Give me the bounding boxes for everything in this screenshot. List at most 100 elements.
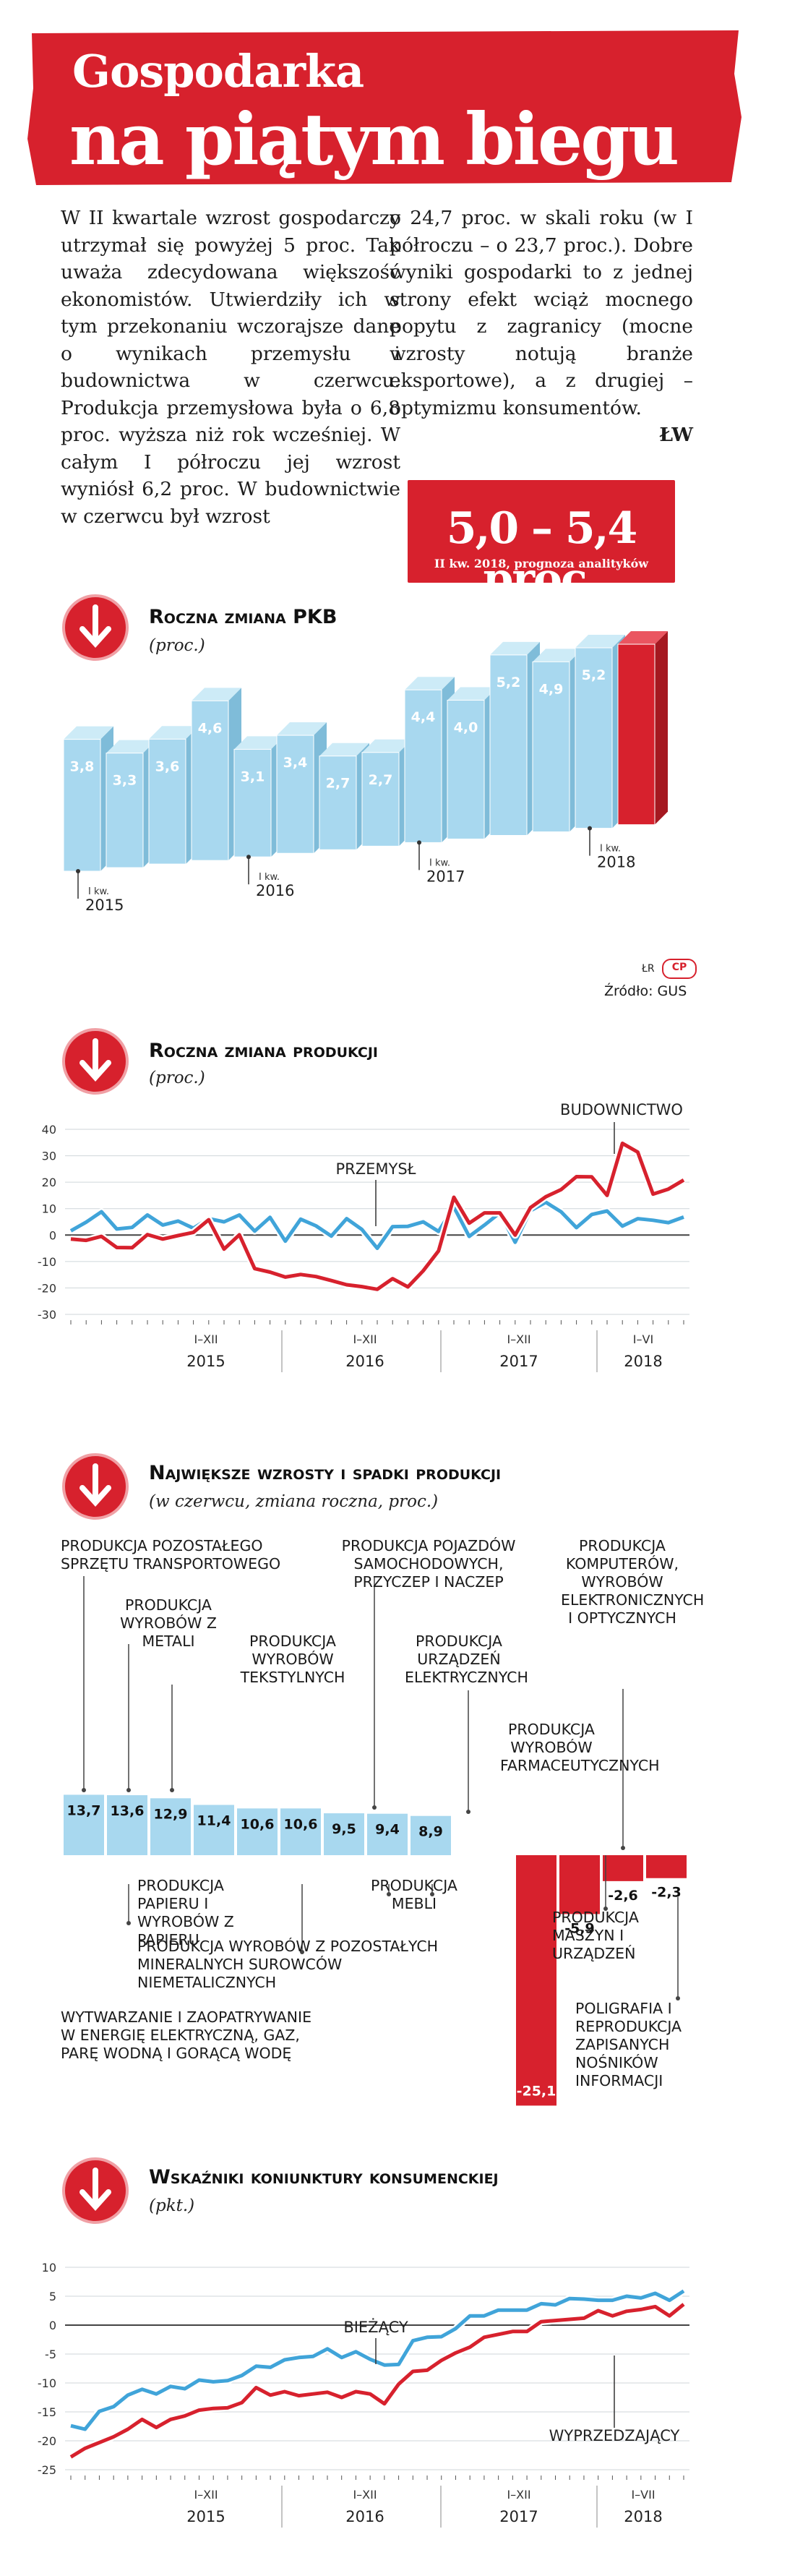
consumer-chart: 10 5 0 -5 -10 -15 -20 -25 I–XII 2015 I–XII 2016 I–XI… [38, 2261, 689, 2528]
pkb-bar [319, 756, 357, 850]
sector-label: Produkcja papieru i wyrobów z papieru [137, 1877, 234, 1948]
consumer-subtitle: (pkt.) [149, 2196, 195, 2215]
leader-dot [466, 1810, 470, 1814]
pkb-value-label: 4,6 [198, 720, 223, 736]
y-tick-label: 40 [42, 1123, 56, 1137]
leader-dot [621, 1846, 625, 1850]
pkb-bar [361, 752, 400, 847]
y-tick-label: 0 [49, 1228, 56, 1242]
leader-dot [676, 1996, 680, 2001]
y-tick-label: 20 [42, 1176, 56, 1189]
x-tick-label: I–XII [507, 1332, 530, 1346]
x-tick-label: I–XII [507, 2488, 530, 2502]
x-tick-label: I–XII [353, 1332, 377, 1346]
annotation-label: BUDOWNICTWO [560, 1101, 683, 1118]
article-column-1: W II kwartale wzrost gospodarczy utrzyma… [61, 207, 400, 528]
pkb-bar [532, 661, 570, 833]
sector-value-label: -2,3 [651, 1885, 682, 1901]
article-column-2: o 24,7 proc. w skali roku (w I półroczu … [390, 205, 693, 449]
pkb-bar [404, 689, 442, 843]
page-title-line2: na piątym biegu [69, 98, 679, 181]
bar-top [64, 726, 113, 740]
sector-value-label: 10,6 [284, 1816, 318, 1832]
x-year-label: 2015 [186, 1353, 225, 1370]
annotation-label: BIEŻĄCY [343, 2318, 408, 2336]
arrow-down-icon [62, 1028, 129, 1095]
leader-dot [82, 1788, 86, 1792]
x-year-label: 2016 [345, 1353, 384, 1370]
sectors-subtitle: (w czerwcu, zmiana roczna, proc.) [149, 1492, 439, 1511]
forecast-subtitle: II kw. 2018, prognoza analityków [434, 557, 649, 570]
sector-bar [280, 1808, 321, 1855]
pkb-axis-quarter: I kw. [259, 872, 280, 883]
bar-side [655, 631, 668, 825]
article-signature: ŁW [659, 424, 693, 446]
bar-top [192, 688, 241, 701]
sector-label: Produkcja wyrobów farmaceutycznych [500, 1721, 660, 1774]
x-year-label: 2018 [624, 2508, 662, 2525]
pkb-axis-quarter: I kw. [88, 886, 109, 897]
pkb-axis-year: 2015 [85, 897, 124, 914]
leader-dot [430, 1892, 434, 1896]
series-line [69, 1200, 684, 1251]
sector-value-label: 8,9 [418, 1824, 443, 1840]
pkb-value-label: 3,8 [70, 759, 95, 775]
series-line [70, 1141, 685, 1291]
leader-dot [603, 1907, 608, 1911]
y-tick-label: -25 [38, 2463, 56, 2477]
sector-bar [411, 1815, 451, 1855]
leader-dot [372, 1805, 377, 1810]
bar-top [234, 736, 284, 750]
production-subtitle: (proc.) [149, 1069, 205, 1087]
pkb-axis-year: 2017 [426, 868, 465, 885]
y-tick-label: -10 [38, 2376, 56, 2390]
pkb-subtitle: (proc.) [149, 636, 205, 655]
production-chart: 40 30 20 10 0 -10 -20 -30 I–XII 2015 I–XII 2016 I–XI… [38, 1101, 689, 1372]
y-tick-label: 30 [42, 1150, 56, 1163]
pkb-axis-quarter: I kw. [600, 844, 621, 855]
bar-top [575, 635, 625, 648]
sector-bar [324, 1813, 364, 1855]
y-tick-label: -20 [38, 2434, 56, 2448]
pkb-bar [617, 643, 656, 826]
x-tick-label: I–XII [353, 2488, 377, 2502]
article-column-2-text: o 24,7 proc. w skali roku (w I półroczu … [390, 207, 693, 419]
production-title: Roczna zmiana produkcji [149, 1040, 378, 1062]
sector-label: Produkcja wyrobów z pozostałych mineraln… [137, 1938, 439, 1991]
annotation-label: WYPRZEDZAJĄCY [549, 2427, 680, 2444]
sector-value-label: 9,5 [332, 1821, 356, 1837]
sector-bar [64, 1794, 104, 1855]
bar-top [533, 649, 583, 662]
sector-value-label: 12,9 [154, 1806, 188, 1822]
pkb-value-label: 3,4 [283, 755, 308, 771]
pkb-title: Roczna zmiana PKB [149, 606, 338, 628]
y-tick-label: 5 [49, 2290, 56, 2303]
pkb-value-label: 2,7 [326, 776, 351, 792]
y-tick-label: 10 [42, 1202, 56, 1216]
pkb-value-label: 5,2 [497, 675, 521, 690]
pkb-source: Źródło: GUS [604, 983, 687, 999]
forecast-box [408, 480, 675, 583]
y-tick-label: -15 [38, 2405, 56, 2419]
sector-value-label: 9,4 [375, 1822, 400, 1838]
x-tick-label: I–XII [194, 1332, 218, 1346]
bar-top [405, 677, 455, 690]
pkb-axis-dot [417, 840, 421, 845]
series-line [70, 2289, 685, 2431]
sector-label: Produkcja wyrobów tekstylnych [240, 1633, 345, 1686]
sector-bar [603, 1855, 643, 1881]
leader-dot [126, 1921, 131, 1925]
x-year-label: 2016 [345, 2508, 384, 2525]
sector-label: Produkcja wyrobów z metali [120, 1596, 217, 1650]
pkb-credit: ŁR CP [642, 959, 697, 979]
sector-label: Poligrafia i reprodukcja zapisanych nośn… [575, 2000, 682, 2089]
x-year-label: 2017 [499, 1353, 538, 1370]
sector-value-label: 13,7 [67, 1802, 101, 1818]
pkb-axis-year: 2016 [256, 882, 294, 899]
y-tick-label: -20 [38, 1281, 56, 1295]
arrow-down-icon [62, 1453, 129, 1520]
sector-bar [107, 1795, 147, 1855]
leader-dot [126, 1788, 131, 1792]
pkb-bar [489, 654, 528, 836]
pkb-axis-quarter: I kw. [429, 857, 450, 868]
